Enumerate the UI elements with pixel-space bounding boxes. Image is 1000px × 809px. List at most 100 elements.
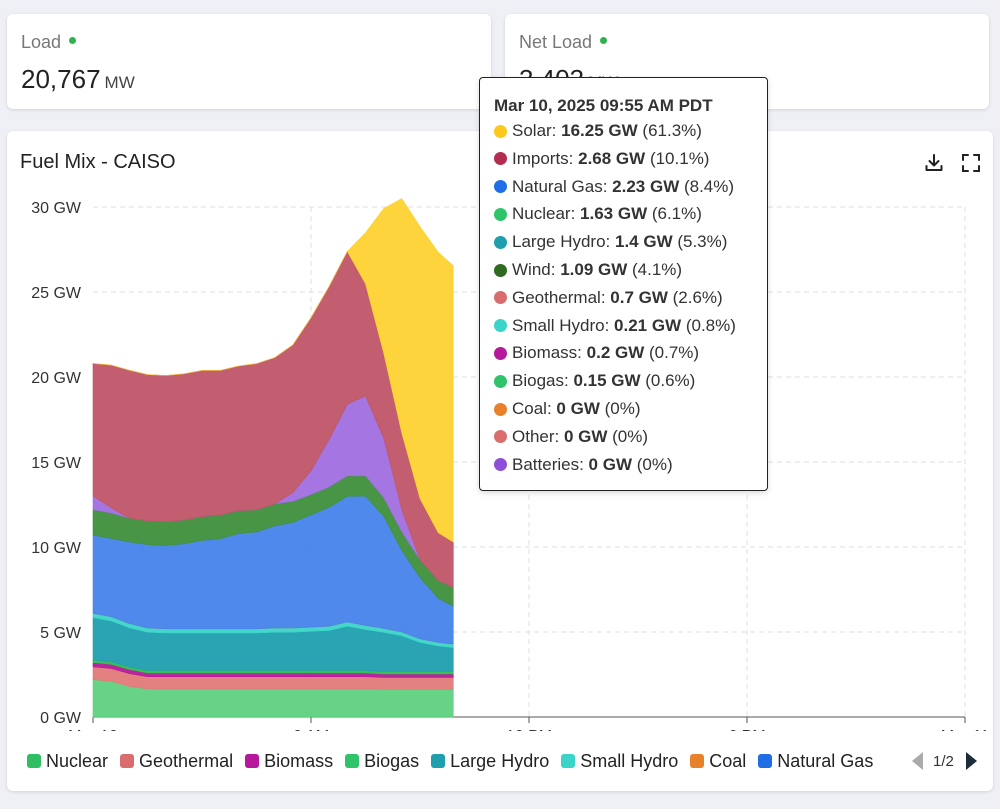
- tooltip-series-value: 2.23 GW: [612, 176, 680, 196]
- legend-item-natural-gas[interactable]: Natural Gas: [758, 751, 873, 772]
- tooltip-row-small-hydro: Small Hydro: 0.21 GW (0.8%): [494, 316, 736, 336]
- net-load-label: Net Load: [519, 32, 593, 52]
- legend-swatch: [758, 754, 773, 768]
- tooltip-dot: [494, 374, 507, 388]
- legend-item-coal[interactable]: Coal: [690, 751, 746, 772]
- legend-prev-icon[interactable]: [912, 752, 923, 770]
- tooltip-series-name: Coal:: [512, 399, 557, 418]
- tooltip-series-value: 0 GW: [588, 454, 632, 474]
- tooltip-series-percent: (10.1%): [645, 148, 710, 168]
- legend-label: Small Hydro: [580, 750, 679, 771]
- x-tick-label: Mar 11: [941, 728, 990, 731]
- tooltip-series-value: 2.68 GW: [578, 148, 646, 168]
- legend-label: Geothermal: [139, 750, 234, 771]
- tooltip-row-other: Other: 0 GW (0%): [494, 427, 648, 447]
- tooltip-series-name: Biomass:: [512, 343, 587, 363]
- legend-item-small-hydro[interactable]: Small Hydro: [561, 751, 678, 772]
- tooltip-dot: [494, 430, 507, 444]
- legend-item-biogas[interactable]: Biogas: [345, 751, 419, 772]
- legend-next-icon[interactable]: [965, 752, 977, 770]
- legend-swatch: [690, 754, 705, 768]
- tooltip-series-name: Geothermal:: [512, 287, 611, 307]
- tooltip-series-value: 1.63 GW: [580, 204, 648, 224]
- tooltip-dot: [494, 124, 507, 138]
- tooltip-header: Mar 10, 2025 09:55 AM PDT: [494, 96, 713, 115]
- load-label: Load: [21, 32, 62, 52]
- live-indicator-dot: [69, 37, 77, 44]
- legend-swatch: [431, 754, 446, 768]
- net-load-title: Net Load: [519, 32, 608, 53]
- y-tick-label: 20 GW: [31, 370, 82, 387]
- tooltip-series-value: 1.4 GW: [615, 232, 673, 252]
- load-card: Load 20,767 MW: [7, 14, 491, 109]
- tooltip-dot: [494, 152, 507, 166]
- load-title: Load: [21, 32, 77, 53]
- tooltip-series-percent: (0.8%): [681, 315, 736, 335]
- legend-label: Coal: [709, 750, 747, 771]
- legend-item-large-hydro[interactable]: Large Hydro: [431, 751, 549, 772]
- tooltip-series-value: 0 GW: [563, 426, 608, 446]
- fuel-mix-chart[interactable]: 0 GW 5 GW 10 GW 15 GW 20 GW 25 GW 30 GW Mar 10 6…: [7, 131, 993, 731]
- tooltip-row-biomass: Biomass: 0.2 GW (0.7%): [494, 343, 699, 363]
- fullscreen-icon[interactable]: [960, 152, 982, 174]
- legend-item-nuclear[interactable]: Nuclear: [27, 751, 108, 772]
- tooltip-dot: [494, 319, 507, 333]
- legend-swatch: [345, 754, 360, 768]
- legend-item-geothermal[interactable]: Geothermal: [120, 751, 233, 772]
- tooltip-series-value: 16.25 GW: [561, 121, 638, 140]
- chart-tooltip: Mar 10, 2025 09:55 AM PDT Solar: 16.25 G…: [479, 77, 768, 491]
- chart-legend: Nuclear Geothermal Biomass Biogas Large Hydr…: [27, 749, 927, 773]
- tooltip-series-percent: (2.6%): [667, 287, 723, 307]
- legend-item-biomass[interactable]: Biomass: [245, 751, 333, 772]
- download-icon[interactable]: [923, 152, 945, 174]
- tooltip-series-percent: (0%): [607, 426, 649, 446]
- fullscreen-icon-glyph: [962, 154, 980, 172]
- tooltip-row-biogas: Biogas: 0.15 GW (0.6%): [494, 371, 695, 391]
- load-unit: MW: [104, 73, 135, 92]
- y-tick-label: 0 GW: [40, 710, 82, 727]
- y-tick-label: 30 GW: [31, 200, 82, 217]
- load-value: 20,767 MW: [21, 64, 135, 95]
- tooltip-series-percent: (6.1%): [647, 204, 702, 224]
- tooltip-dot: [494, 291, 507, 305]
- tooltip-series-percent: (5.3%): [672, 232, 728, 252]
- x-tick-label: 6 PM: [728, 728, 765, 731]
- legend-label: Natural Gas: [777, 750, 874, 771]
- tooltip-series-percent: (0.7%): [644, 343, 700, 363]
- tooltip-series-name: Natural Gas:: [512, 176, 613, 196]
- tooltip-row-batteries: Batteries: 0 GW (0%): [494, 455, 673, 475]
- tooltip-row-nuclear: Nuclear: 1.63 GW (6.1%): [494, 204, 702, 224]
- y-tick-label: 10 GW: [31, 540, 82, 557]
- live-indicator-dot: [600, 37, 608, 44]
- y-tick-label: 15 GW: [31, 455, 82, 472]
- tooltip-series-percent: (0.6%): [640, 371, 696, 391]
- tooltip-series-value: 0.21 GW: [614, 315, 682, 335]
- tooltip-dot: [494, 402, 507, 416]
- tooltip-series-name: Large Hydro:: [512, 232, 615, 252]
- load-number: 20,767: [21, 64, 101, 94]
- tooltip-row-wind: Wind: 1.09 GW (4.1%): [494, 260, 682, 280]
- legend-swatch: [561, 754, 576, 768]
- tooltip-dot: [494, 458, 507, 472]
- tooltip-series-name: Biogas:: [512, 371, 574, 391]
- legend-label: Large Hydro: [450, 750, 550, 771]
- legend-pager: 1/2: [912, 749, 992, 773]
- tooltip-series-value: 0.2 GW: [586, 343, 645, 363]
- tooltip-series-name: Imports:: [512, 148, 579, 168]
- tooltip-series-value: 0 GW: [556, 399, 600, 418]
- tooltip-row-solar: Solar: 16.25 GW (61.3%): [494, 121, 702, 141]
- legend-swatch: [120, 754, 135, 768]
- tooltip-series-value: 0.15 GW: [573, 371, 641, 391]
- tooltip-series-name: Batteries:: [512, 454, 589, 474]
- tooltip-row-large-hydro: Large Hydro: 1.4 GW (5.3%): [494, 232, 727, 252]
- tooltip-series-name: Small Hydro:: [512, 315, 615, 335]
- tooltip-row-coal: Coal: 0 GW (0%): [494, 399, 641, 419]
- x-tick-label: 6 AM: [293, 728, 329, 731]
- tooltip-series-percent: (0%): [599, 399, 641, 418]
- tooltip-dot: [494, 207, 507, 221]
- tooltip-dot: [494, 263, 507, 277]
- tooltip-series-name: Solar:: [512, 121, 562, 140]
- tooltip-dot: [494, 346, 507, 360]
- tooltip-row-natural-gas: Natural Gas: 2.23 GW (8.4%): [494, 177, 734, 197]
- tooltip-series-value: 0.7 GW: [610, 287, 668, 307]
